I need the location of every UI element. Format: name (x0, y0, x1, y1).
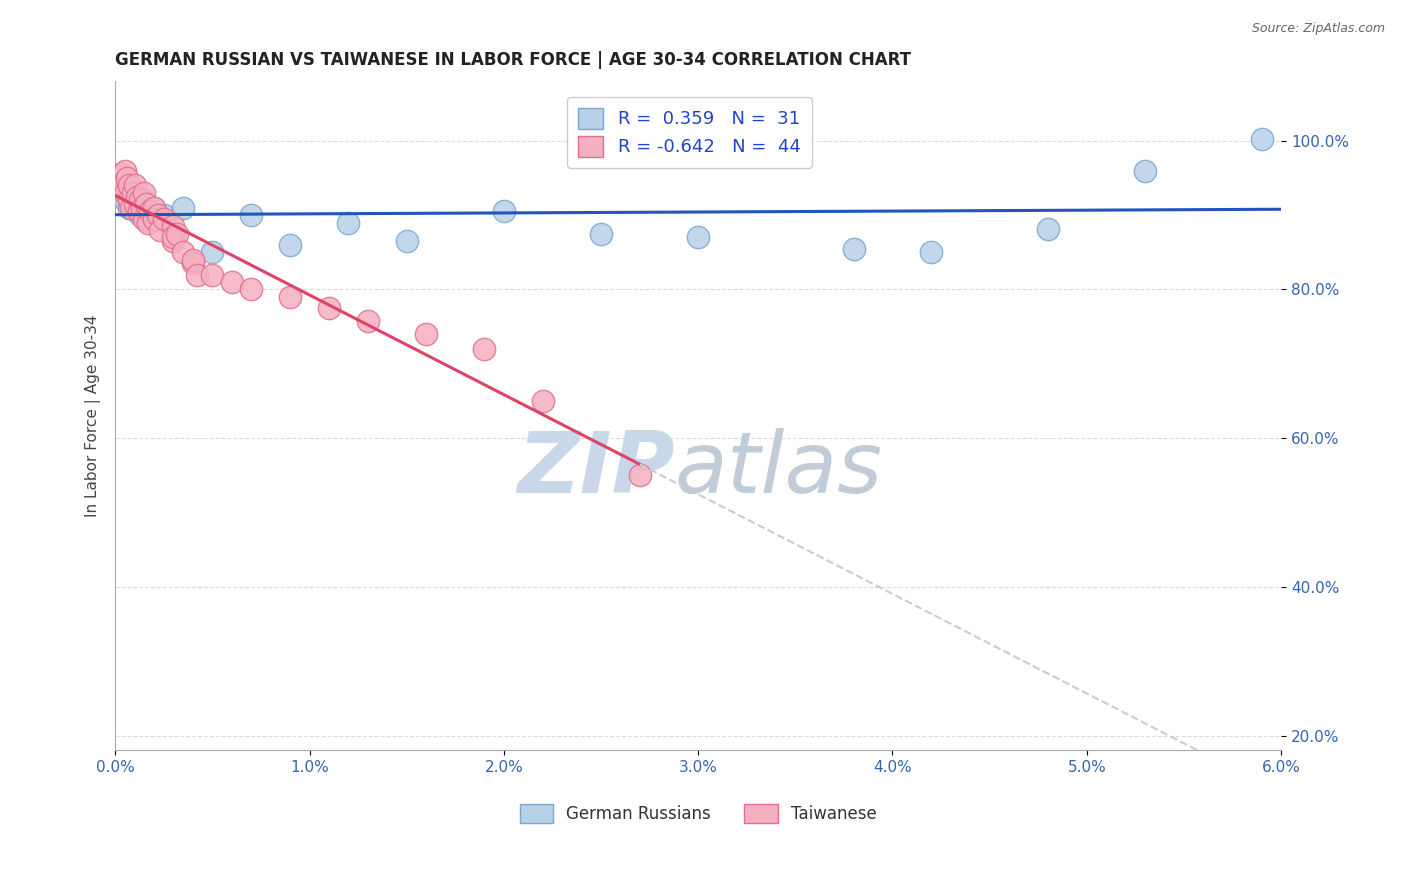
Point (129, 208, 152, 222)
Point (139, 204, 162, 219)
Point (121, 194, 143, 208)
Point (181, 252, 204, 267)
Point (134, 186, 156, 200)
Point (172, 201, 194, 215)
Point (415, 327, 437, 342)
Point (201, 268, 224, 282)
Point (129, 194, 152, 208)
Point (134, 194, 156, 208)
Point (124, 197, 146, 211)
Point (589, 227, 612, 241)
Point (162, 230, 184, 244)
Legend: German Russians, Taiwanese: German Russians, Taiwanese (512, 796, 884, 831)
Text: GERMAN RUSSIAN VS TAIWANESE IN LABOR FORCE | AGE 30-34 CORRELATION CHART: GERMAN RUSSIAN VS TAIWANESE IN LABOR FOR… (115, 51, 911, 69)
Point (920, 245, 942, 260)
Point (115, 186, 138, 200)
Point (152, 211, 174, 226)
Point (240, 208, 263, 222)
Text: ZIP: ZIP (517, 428, 675, 511)
Point (136, 204, 159, 219)
Point (162, 219, 184, 234)
Point (162, 227, 184, 241)
Point (1250, 132, 1272, 146)
Point (128, 204, 150, 219)
Point (121, 186, 143, 200)
Point (118, 178, 141, 193)
Point (152, 208, 174, 222)
Point (124, 197, 146, 211)
Point (688, 230, 710, 244)
Point (114, 186, 136, 200)
Text: Source: ZipAtlas.com: Source: ZipAtlas.com (1251, 22, 1385, 36)
Point (114, 194, 136, 208)
Point (110, 182, 132, 196)
Point (162, 234, 184, 248)
Point (531, 394, 554, 409)
Point (186, 268, 208, 282)
Point (166, 227, 188, 241)
Text: atlas: atlas (675, 428, 883, 511)
Point (240, 283, 263, 297)
Point (143, 201, 166, 215)
Point (278, 238, 301, 252)
Point (108, 178, 131, 193)
Point (337, 216, 360, 230)
Point (118, 194, 141, 208)
Point (146, 208, 169, 222)
Point (124, 178, 146, 193)
Point (110, 167, 132, 181)
Point (143, 201, 166, 215)
Point (136, 216, 159, 230)
Point (628, 468, 651, 483)
Point (134, 211, 156, 226)
Point (357, 314, 380, 328)
Point (1036, 221, 1059, 235)
Point (395, 234, 418, 248)
Point (492, 204, 515, 219)
Point (118, 201, 141, 215)
Point (135, 197, 157, 211)
Point (149, 223, 172, 237)
Point (111, 175, 134, 189)
Point (131, 201, 153, 215)
Point (120, 201, 142, 215)
Point (474, 342, 496, 356)
Y-axis label: In Labor Force | Age 30-34: In Labor Force | Age 30-34 (86, 315, 101, 517)
Point (318, 301, 340, 315)
Point (201, 245, 224, 260)
Point (221, 275, 243, 289)
Point (181, 256, 204, 270)
Point (120, 197, 142, 211)
Point (143, 211, 166, 226)
Point (111, 189, 134, 203)
Point (115, 171, 138, 186)
Point (125, 189, 148, 203)
Point (128, 201, 150, 215)
Point (114, 163, 136, 178)
Point (125, 204, 148, 219)
Point (172, 245, 194, 260)
Point (278, 290, 301, 304)
Point (842, 242, 865, 256)
Point (146, 211, 169, 226)
Point (1133, 163, 1156, 178)
